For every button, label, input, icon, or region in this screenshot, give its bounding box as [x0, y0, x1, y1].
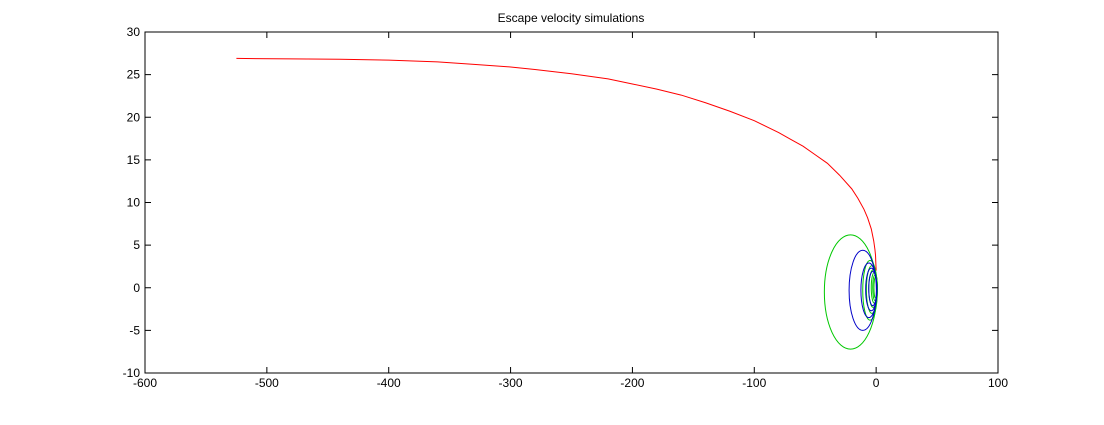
y-tick-label: 10	[127, 196, 141, 210]
chart-title: Escape velocity simulations	[498, 11, 645, 25]
y-tick-label: 20	[127, 110, 141, 124]
axis-ticks: -600 -500 -400 -300 -200 -100 0 100 -10 -5 0 5 10 15 2…	[123, 25, 1009, 390]
x-tick-label: 0	[873, 376, 880, 390]
plot-area	[236, 57, 878, 350]
y-tick-label: 15	[127, 153, 141, 167]
x-tick-label: -400	[377, 376, 401, 390]
x-tick-label: -100	[742, 376, 766, 390]
axes-box	[144, 31, 999, 374]
x-tick-label: -300	[499, 376, 523, 390]
x-tick-label: -200	[620, 376, 644, 390]
x-tick-label: 100	[988, 376, 1008, 390]
x-tick-label: -500	[255, 376, 279, 390]
y-tick-label: 30	[127, 25, 141, 39]
y-tick-label: 5	[133, 238, 140, 252]
y-tick-label: -5	[129, 323, 140, 337]
y-tick-label: -10	[123, 366, 141, 380]
y-tick-label: 0	[133, 281, 140, 295]
y-tick-label: 25	[127, 68, 141, 82]
x-tick-label: -600	[133, 376, 157, 390]
series-escape-trajectory-0	[236, 57, 877, 271]
orbit-2-3	[868, 271, 878, 307]
